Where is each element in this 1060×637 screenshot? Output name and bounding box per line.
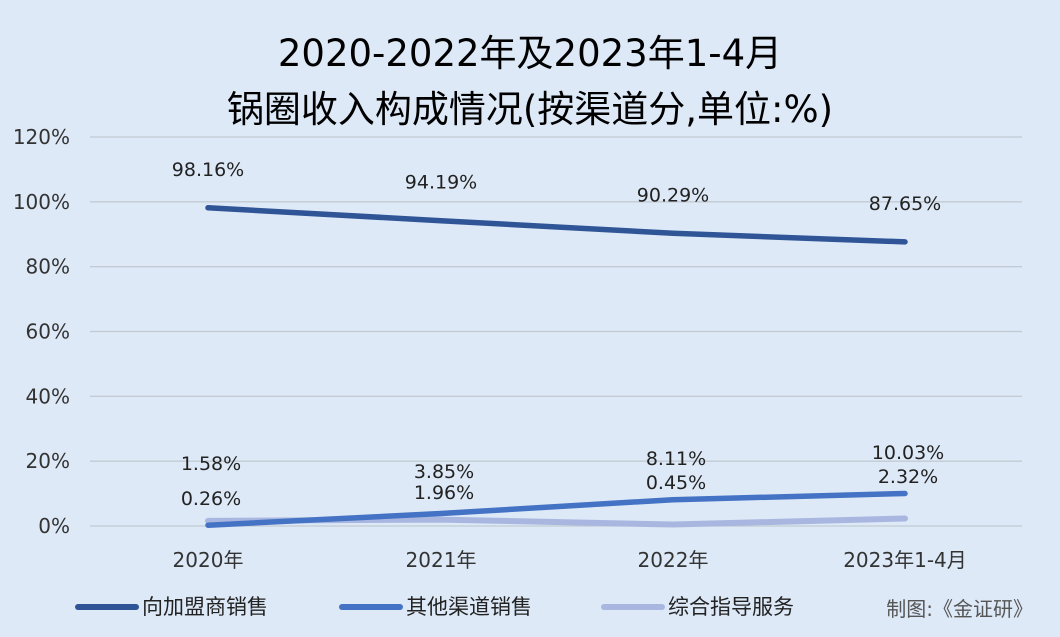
x-axis-ticks: 2020年 2021年 2022年 2023年1-4月 xyxy=(173,548,967,572)
chart-title: 2020-2022年及2023年1-4月 xyxy=(278,32,782,75)
y-tick-label: 40% xyxy=(26,384,70,408)
x-tick-label: 2021年 xyxy=(406,548,477,572)
data-label: 1.58% xyxy=(181,453,241,475)
grid-lines xyxy=(90,136,1022,527)
y-tick-label: 60% xyxy=(26,320,70,344)
data-label: 1.96% xyxy=(414,482,474,504)
legend-label: 综合指导服务 xyxy=(668,595,794,619)
legend-label: 其他渠道销售 xyxy=(406,595,532,619)
series-lines xyxy=(205,205,908,528)
data-label: 87.65% xyxy=(869,193,941,215)
data-label: 3.85% xyxy=(414,461,474,483)
data-label: 98.16% xyxy=(172,159,244,181)
legend-label: 向加盟商销售 xyxy=(142,595,268,619)
y-tick-label: 80% xyxy=(26,255,70,279)
y-axis-ticks: 0% 20% 40% 60% 80% 100% 120% xyxy=(13,125,70,538)
data-label: 90.29% xyxy=(637,184,709,206)
data-label: 0.26% xyxy=(181,488,241,510)
y-tick-label: 0% xyxy=(38,514,70,538)
x-tick-label: 2023年1-4月 xyxy=(843,548,967,572)
y-tick-label: 120% xyxy=(13,125,70,149)
chart-subtitle: 锅圈收入构成情况(按渠道分,单位:%) xyxy=(227,88,833,131)
x-tick-label: 2022年 xyxy=(638,548,709,572)
data-label: 10.03% xyxy=(872,442,944,464)
series-line-2 xyxy=(205,490,908,528)
data-label: 2.32% xyxy=(878,466,938,488)
data-label: 94.19% xyxy=(405,172,477,194)
data-label: 0.45% xyxy=(646,472,706,494)
y-tick-label: 20% xyxy=(26,449,70,473)
y-tick-label: 100% xyxy=(13,190,70,214)
source-note: 制图:《金证研》 xyxy=(886,597,1033,621)
data-label: 8.11% xyxy=(646,448,706,470)
series-line-1 xyxy=(205,205,908,245)
x-tick-label: 2020年 xyxy=(173,548,244,572)
legend: 向加盟商销售 其他渠道销售 综合指导服务 xyxy=(75,595,794,619)
data-labels: 98.16%94.19%90.29% 87.65%1.58%0.26%3.85%1… xyxy=(172,159,944,510)
